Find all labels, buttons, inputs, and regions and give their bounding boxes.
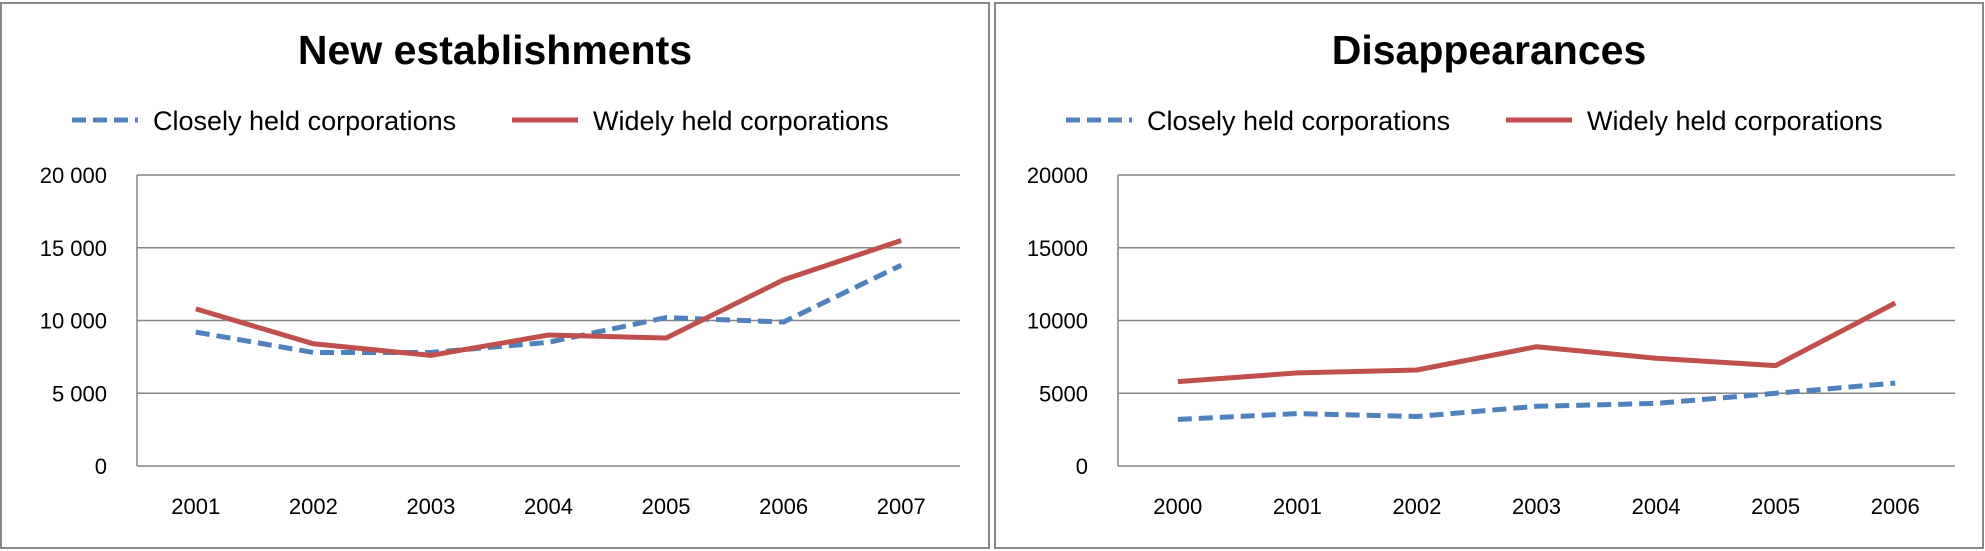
y-tick-label: 10 000 (40, 309, 107, 334)
y-tick-label: 5000 (1039, 381, 1088, 406)
y-tick-label: 0 (95, 454, 107, 479)
y-tick-label: 20 000 (40, 163, 107, 188)
legend: Closely held corporations Widely held co… (1066, 106, 1883, 136)
x-tick-label: 2003 (406, 494, 455, 519)
plot-area: 0 5 000 10 000 15 000 20 000 2001 2002 2003 2004… (40, 163, 960, 519)
chart-title: New establishments (298, 27, 692, 73)
y-tick-label: 15 000 (40, 236, 107, 261)
x-tick-label: 2000 (1153, 494, 1202, 519)
chart-title: Disappearances (1332, 27, 1647, 73)
legend-label-closely-held: Closely held corporations (153, 106, 456, 136)
x-tick-label: 2006 (1871, 494, 1920, 519)
legend: Closely held corporations Widely held co… (72, 106, 889, 136)
y-tick-label: 20000 (1027, 163, 1088, 188)
legend-label-widely-held: Widely held corporations (1587, 106, 1883, 136)
y-tick-label: 0 (1076, 454, 1088, 479)
y-tick-label: 10000 (1027, 309, 1088, 334)
x-tick-label: 2004 (524, 494, 573, 519)
x-tick-label: 2007 (877, 494, 926, 519)
plot-area: 0 5000 10000 15000 20000 2000 2001 2002 2003 2004… (1027, 163, 1955, 519)
x-tick-label: 2002 (289, 494, 338, 519)
legend-label-closely-held: Closely held corporations (1147, 106, 1450, 136)
chart-frame (0, 2, 990, 549)
chart-panel-disappearances: Disappearances Closely held corporations… (994, 2, 1984, 549)
x-tick-label: 2001 (171, 494, 220, 519)
chart-panel-new-establishments: New establishments Closely held corporat… (0, 2, 990, 549)
y-tick-label: 15000 (1027, 236, 1088, 261)
y-tick-label: 5 000 (52, 381, 107, 406)
x-tick-label: 2003 (1512, 494, 1561, 519)
x-tick-label: 2002 (1392, 494, 1441, 519)
x-tick-label: 2005 (1751, 494, 1800, 519)
x-tick-label: 2004 (1632, 494, 1681, 519)
legend-label-widely-held: Widely held corporations (593, 106, 889, 136)
x-tick-label: 2001 (1273, 494, 1322, 519)
x-tick-label: 2005 (642, 494, 691, 519)
chart-frame (994, 2, 1984, 549)
x-tick-label: 2006 (759, 494, 808, 519)
